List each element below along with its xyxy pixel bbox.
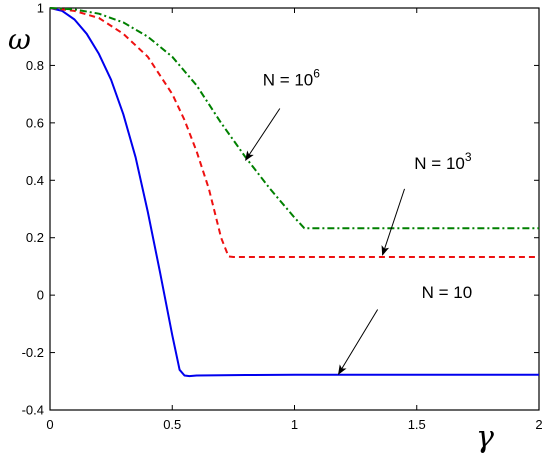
y-tick-label: 0.8 xyxy=(26,58,44,73)
annotation-arrow-2 xyxy=(381,188,405,256)
x-tick-label: 0.5 xyxy=(163,417,181,432)
y-tick-label: -0.4 xyxy=(22,403,44,418)
series-line-2 xyxy=(49,7,539,258)
x-tick-label: 2 xyxy=(535,417,542,432)
y-tick-label: 0.6 xyxy=(26,115,44,130)
annotation-label-3: N = 10 xyxy=(422,283,473,302)
series-line-1 xyxy=(49,7,539,378)
annotation-layer: N = 106 N = 103 N = 10 xyxy=(245,67,473,375)
annotation-arrow-1 xyxy=(245,108,281,162)
annotation-label-1: N = 106 xyxy=(263,67,321,90)
y-tick-label: 0.4 xyxy=(26,173,44,188)
y-axis: -0.4 -0.2 0 0.2 0.4 0.6 0.8 1 xyxy=(22,1,539,418)
y-tick-label: 0 xyxy=(37,288,44,303)
x-axis-label: γ xyxy=(476,420,494,453)
x-tick-label: 0 xyxy=(46,417,53,432)
y-tick-label: 1 xyxy=(37,1,44,16)
x-axis: 0 0.5 1 1.5 2 xyxy=(46,8,543,432)
series-layer xyxy=(49,7,539,378)
x-tick-label: 1 xyxy=(291,417,298,432)
x-tick-label: 1.5 xyxy=(408,417,426,432)
plot-frame xyxy=(49,7,540,411)
series-line-3 xyxy=(49,7,539,230)
y-tick-label: -0.2 xyxy=(22,345,44,360)
y-tick-label: 0.2 xyxy=(26,230,44,245)
y-axis-label: ω xyxy=(8,23,31,56)
annotation-arrow-3 xyxy=(337,309,379,375)
annotation-label-2: N = 103 xyxy=(414,150,472,173)
